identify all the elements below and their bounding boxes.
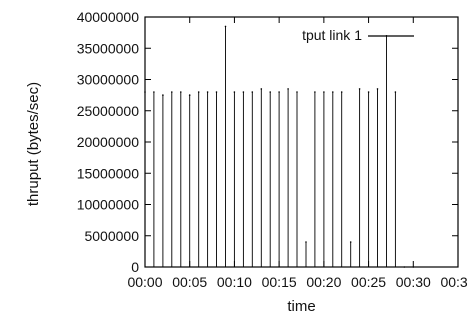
series-line [144, 26, 414, 268]
y-tick-label: 25000000 [77, 103, 140, 119]
ticks-layer: 0 5000000 10000000 15000000 20000000 25000000… [77, 9, 468, 290]
legend: tput link 1 [302, 27, 414, 43]
data-point [260, 88, 263, 90]
data-point [296, 91, 298, 93]
data-point [287, 88, 289, 90]
data-point [269, 91, 272, 93]
x-tick-label: 00:30 [396, 274, 431, 290]
data-point [180, 91, 182, 93]
data-layer [144, 25, 415, 268]
y-tick-label: 40000000 [77, 9, 140, 25]
data-point [358, 88, 361, 90]
y-tick-label: 35000000 [77, 40, 140, 56]
data-point [215, 91, 218, 93]
legend-label: tput link 1 [302, 27, 362, 43]
y-tick-label: 20000000 [77, 134, 140, 150]
x-tick-label: 00:35 [440, 274, 468, 290]
data-point [349, 241, 352, 243]
y-tick-label: 5000000 [84, 228, 139, 244]
data-point [224, 25, 227, 28]
plot-frame [144, 16, 459, 268]
data-point [278, 91, 280, 93]
data-point [376, 88, 379, 90]
y-tick-label: 30000000 [77, 72, 140, 88]
data-point [323, 91, 325, 93]
data-point [153, 91, 155, 93]
y-tick-label: 15000000 [77, 165, 140, 181]
data-point [332, 91, 334, 93]
x-tick-label: 00:25 [351, 274, 386, 290]
x-tick-label: 00:00 [127, 274, 162, 290]
data-point [197, 91, 200, 93]
data-point [233, 91, 236, 93]
data-point [251, 91, 254, 93]
data-point [171, 91, 173, 93]
data-point [314, 91, 316, 93]
data-point [206, 91, 209, 93]
y-tick-label: 0 [131, 259, 139, 275]
data-point [242, 91, 245, 93]
x-axis-label: time [287, 298, 315, 315]
x-tick-label: 00:05 [172, 274, 207, 290]
data-point [188, 94, 191, 96]
data-point [305, 241, 307, 243]
data-point [394, 91, 397, 93]
x-tick-label: 00:10 [217, 274, 252, 290]
y-tick-label: 10000000 [77, 197, 140, 213]
data-point [162, 94, 164, 96]
y-axis-label: thruput (bytes/sec) [25, 82, 42, 206]
x-tick-label: 00:20 [306, 274, 341, 290]
x-tick-label: 00:15 [262, 274, 297, 290]
data-point [367, 91, 370, 93]
data-point [340, 91, 343, 93]
